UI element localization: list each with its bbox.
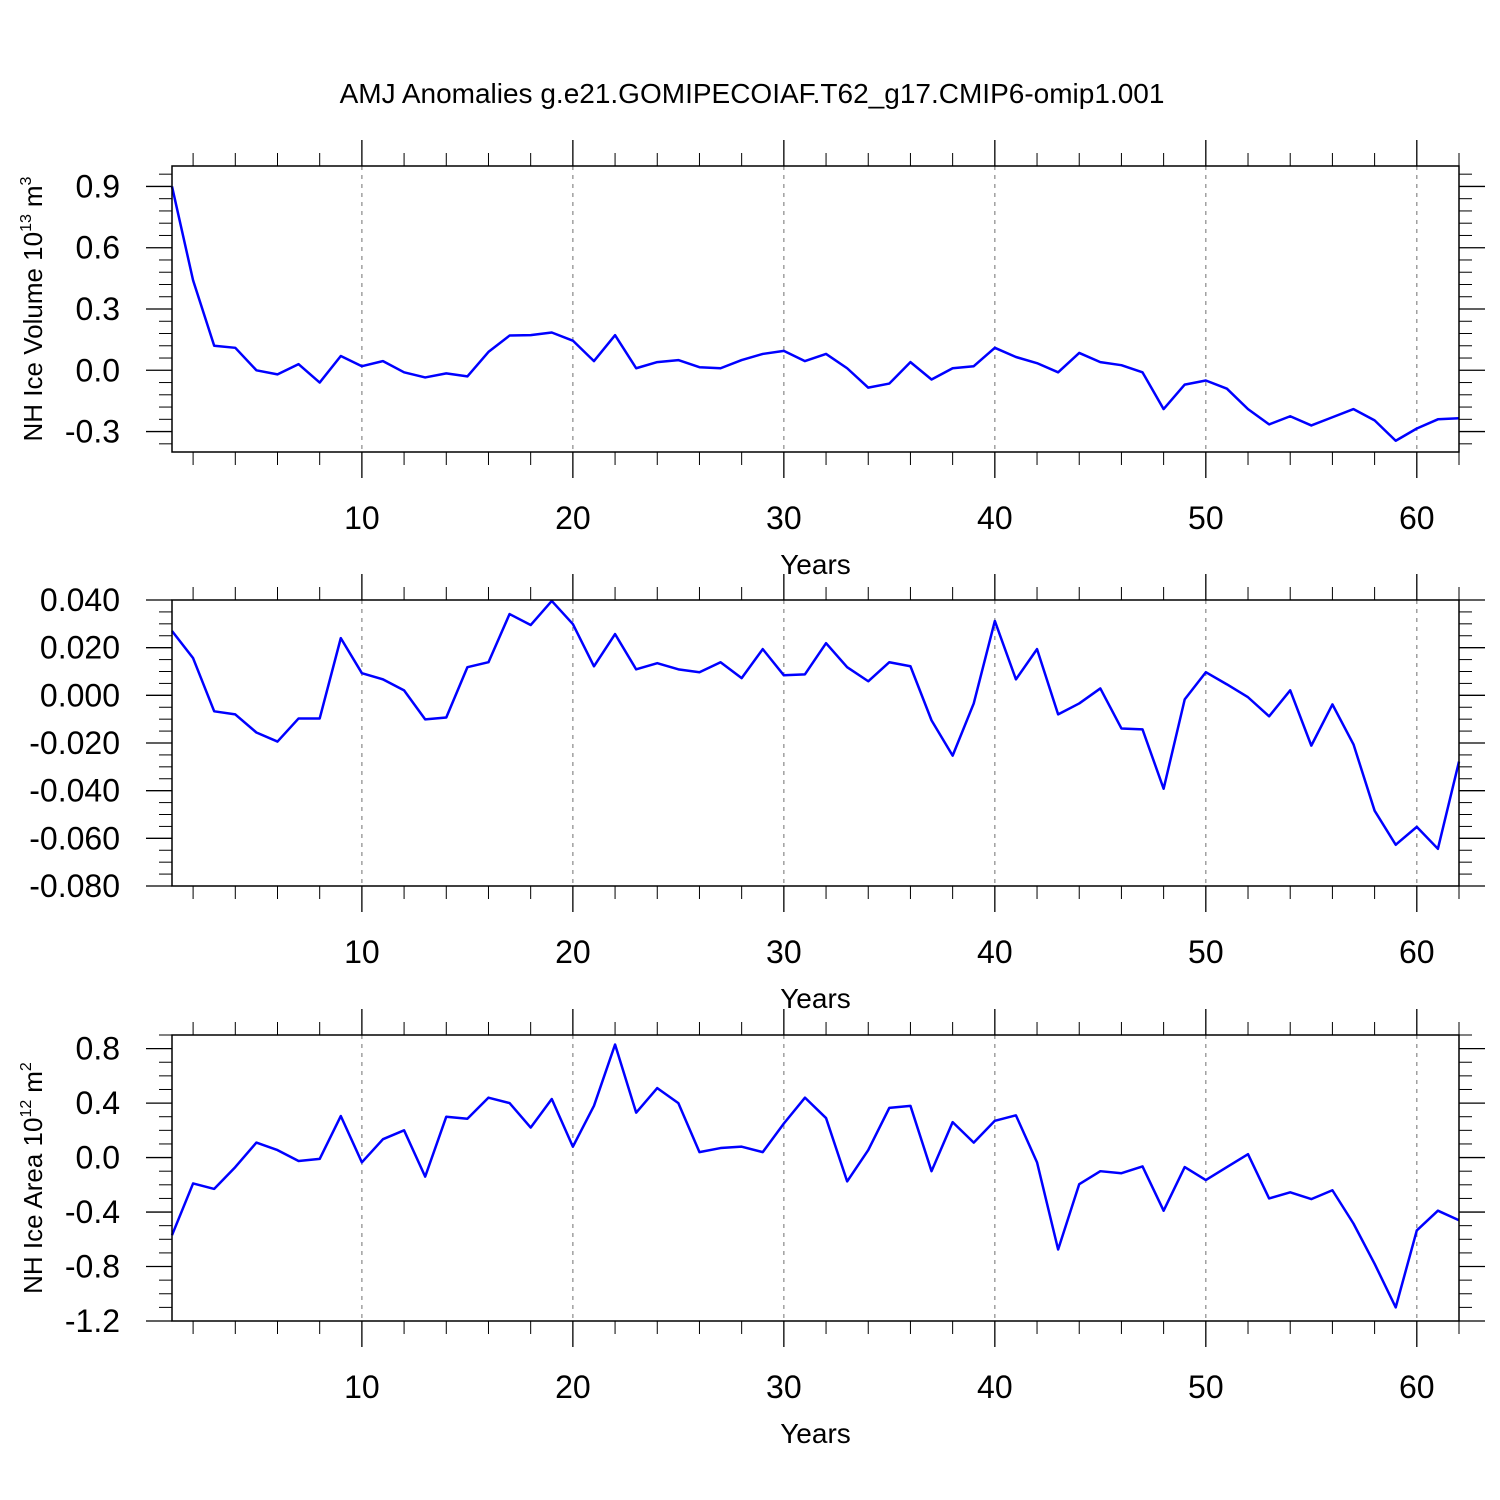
y-axis-label: NH Ice Area 1012 m2 (18, 1062, 48, 1294)
y-axis-label: NH Ice Volume 1013 m3 (18, 176, 48, 441)
plot-frame (171, 1034, 1460, 1322)
chart-title: AMJ Anomalies g.e21.GOMIPECOIAF.T62_g17.… (340, 78, 1165, 109)
x-axis-label: Years (780, 1418, 851, 1449)
y-axis-label-unit-exp: 3 (18, 176, 35, 185)
y-tick-label: -0.8 (65, 1249, 120, 1285)
y-tick-label: 0.8 (76, 1031, 120, 1067)
x-tick-label: 40 (977, 500, 1013, 536)
y-tick-label: -0.020 (29, 725, 120, 761)
y-tick-label: 0.0 (76, 1140, 120, 1176)
x-tick-label: 20 (555, 934, 591, 970)
y-tick-label: -1.2 (65, 1303, 120, 1339)
y-axis-label-unit: m (18, 185, 48, 207)
x-tick-label: 60 (1399, 500, 1435, 536)
y-tick-label: -0.4 (65, 1194, 120, 1230)
y-tick-label: 0.020 (40, 630, 120, 666)
plot-frame (171, 599, 1460, 887)
y-axis-label-unit-exp: 2 (18, 1062, 35, 1071)
y-tick-label: 0.3 (76, 291, 120, 327)
y-tick-label: 0.000 (40, 677, 120, 713)
y-tick-label: 0.6 (76, 230, 120, 266)
x-tick-label: 30 (766, 1369, 802, 1405)
x-tick-label: 40 (977, 1369, 1013, 1405)
x-tick-label: 50 (1188, 500, 1224, 536)
data-line (171, 599, 1461, 851)
data-line (170, 186, 1460, 443)
x-tick-label: 30 (766, 934, 802, 970)
x-tick-label: 20 (555, 1369, 591, 1405)
y-axis-label-exp: 13 (18, 214, 35, 232)
y-axis-label: NH Snow Volume 1013m3 (0, 595, 2, 890)
y-tick-label: -0.040 (29, 773, 120, 809)
y-tick-label: -0.080 (29, 868, 120, 904)
x-tick-label: 60 (1399, 1369, 1435, 1405)
x-axis-label: Years (780, 983, 851, 1014)
y-axis-label-unit: m (18, 1071, 48, 1093)
y-axis-label-exp: 12 (18, 1100, 35, 1118)
y-axis-label-text: NH Ice Volume 10 (18, 232, 48, 442)
x-tick-label: 40 (977, 934, 1013, 970)
y-tick-label: 0.040 (40, 582, 120, 618)
x-axis-label: Years (780, 549, 851, 580)
data-line (170, 1043, 1460, 1309)
x-tick-label: 20 (555, 500, 591, 536)
x-tick-label: 30 (766, 500, 802, 536)
y-tick-label: 0.9 (76, 168, 120, 204)
y-tick-label: -0.060 (29, 820, 120, 856)
plot-frame (171, 165, 1460, 453)
y-tick-label: 0.4 (76, 1085, 120, 1121)
x-tick-label: 10 (344, 1369, 380, 1405)
y-tick-label: -0.3 (65, 414, 120, 450)
y-axis-label-unit: m (0, 604, 2, 626)
x-tick-label: 50 (1188, 1369, 1224, 1405)
x-tick-label: 10 (344, 934, 380, 970)
y-axis-label-text: NH Snow Volume 10 (0, 651, 2, 891)
x-tick-label: 10 (344, 500, 380, 536)
y-tick-label: 0.0 (76, 352, 120, 388)
y-axis-label-text: NH Ice Area 10 (18, 1118, 48, 1294)
x-tick-label: 60 (1399, 934, 1435, 970)
x-tick-label: 50 (1188, 934, 1224, 970)
